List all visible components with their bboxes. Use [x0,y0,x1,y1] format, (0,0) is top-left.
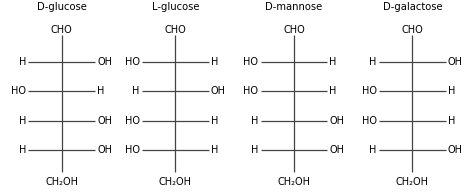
Text: OH: OH [448,145,463,155]
Text: L-glucose: L-glucose [152,2,199,12]
Text: D-mannose: D-mannose [265,2,322,12]
Text: H: H [329,57,337,67]
Text: H: H [18,115,26,126]
Text: OH: OH [329,115,345,126]
Text: CH₂OH: CH₂OH [45,177,78,187]
Text: CHO: CHO [401,25,423,35]
Text: CH₂OH: CH₂OH [396,177,429,187]
Text: H: H [448,115,456,126]
Text: H: H [369,145,377,155]
Text: H: H [251,115,258,126]
Text: HO: HO [243,57,258,67]
Text: OH: OH [97,115,112,126]
Text: HO: HO [125,57,140,67]
Text: HO: HO [362,115,377,126]
Text: H: H [369,57,377,67]
Text: HO: HO [11,86,26,96]
Text: CH₂OH: CH₂OH [159,177,192,187]
Text: HO: HO [125,145,140,155]
Text: HO: HO [125,115,140,126]
Text: H: H [18,57,26,67]
Text: CHO: CHO [51,25,73,35]
Text: D-galactose: D-galactose [383,2,442,12]
Text: D-glucose: D-glucose [36,2,87,12]
Text: CHO: CHO [283,25,305,35]
Text: H: H [211,145,219,155]
Text: OH: OH [448,57,463,67]
Text: H: H [211,115,219,126]
Text: H: H [18,145,26,155]
Text: HO: HO [243,86,258,96]
Text: H: H [329,86,337,96]
Text: HO: HO [362,86,377,96]
Text: H: H [211,57,219,67]
Text: OH: OH [211,86,226,96]
Text: OH: OH [97,145,112,155]
Text: H: H [448,86,456,96]
Text: OH: OH [329,145,345,155]
Text: H: H [251,145,258,155]
Text: CHO: CHO [164,25,186,35]
Text: H: H [97,86,105,96]
Text: CH₂OH: CH₂OH [277,177,310,187]
Text: H: H [132,86,140,96]
Text: OH: OH [97,57,112,67]
